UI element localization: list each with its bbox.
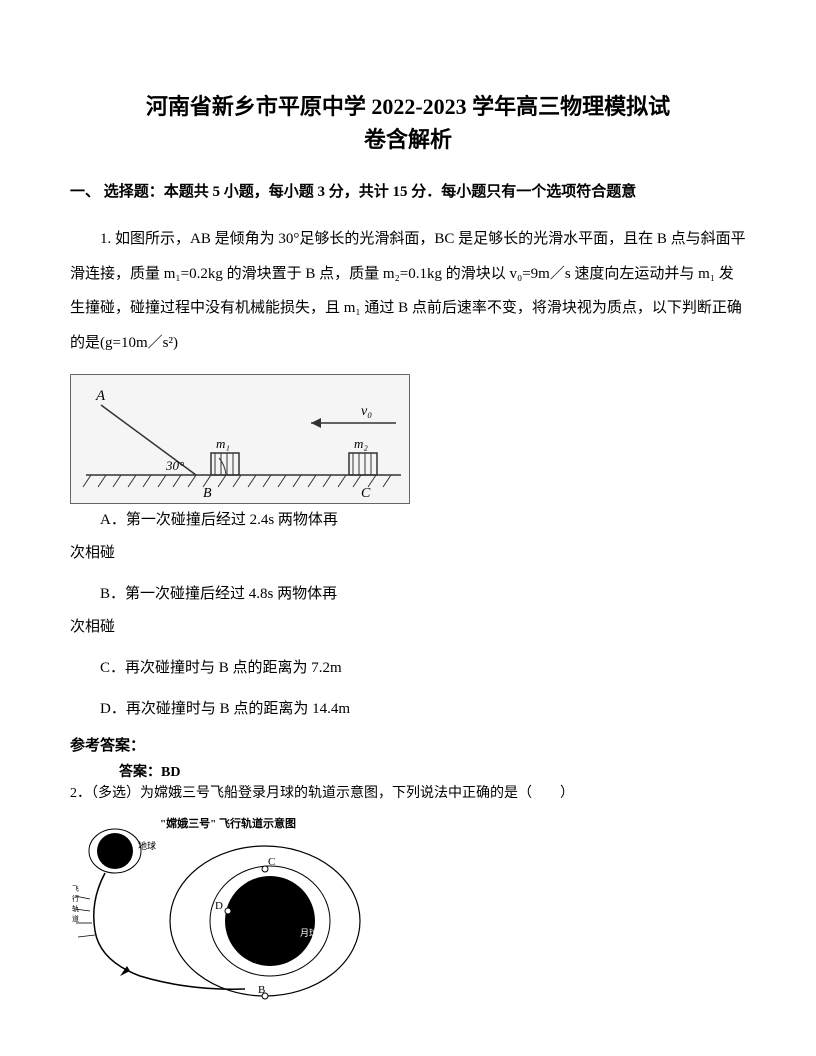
svg-text:道: 道 — [72, 914, 79, 923]
title-line1: 河南省新乡市平原中学 2022-2023 学年高三物理模拟试 — [70, 90, 746, 123]
option-a: A．第一次碰撞后经过 2.4s 两物体再次相碰 — [70, 504, 350, 570]
answer-text: 答案：BD — [70, 761, 746, 781]
option-d: D．再次碰撞时与 B 点的距离为 14.4m — [70, 693, 746, 726]
title-line2: 卷含解析 — [70, 123, 746, 156]
section-header: 一、 选择题：本题共 5 小题，每小题 3 分，共计 15 分．每小题只有一个选… — [70, 180, 746, 204]
incline-figure: 30° A B C m₁ m₂ v₀ — [70, 374, 410, 504]
earth-label: 地球 — [138, 840, 156, 851]
angle-label: 30° — [165, 458, 184, 473]
question-2-text: 2．（多选）为嫦娥三号飞船登录月球的轨道示意图，下列说法中正确的是（ ） — [70, 783, 746, 805]
option-d-block: D．再次碰撞时与 B 点的距离为 14.4m — [70, 693, 746, 726]
option-c-block: C．再次碰撞时与 B 点的距离为 7.2m — [70, 652, 746, 685]
orbit-caption: "嫦娥三号" 飞行轨道示意图 — [160, 816, 296, 830]
option-b: B．第一次碰撞后经过 4.8s 两物体再次相碰 — [70, 578, 350, 644]
option-b-block: B．第一次碰撞后经过 4.8s 两物体再次相碰 — [70, 578, 746, 644]
point-c-orbit: C — [268, 856, 275, 868]
v0-label: v₀ — [361, 404, 372, 419]
answer-label: 参考答案： — [70, 734, 746, 755]
point-d-orbit: D — [215, 900, 223, 912]
point-a-label: A — [95, 388, 106, 404]
exam-title: 河南省新乡市平原中学 2022-2023 学年高三物理模拟试 卷含解析 — [70, 90, 746, 156]
moon-label: 月球 — [300, 927, 318, 938]
point-b-orbit: B — [258, 984, 265, 996]
svg-text:行: 行 — [72, 894, 79, 903]
option-a-block: A．第一次碰撞后经过 2.4s 两物体再次相碰 — [70, 504, 746, 570]
svg-text:轨: 轨 — [72, 904, 79, 913]
point-c-label: C — [361, 486, 371, 501]
orbit-side-text: 飞 — [72, 885, 79, 893]
orbit-figure: "嫦娥三号" 飞行轨道示意图 地球 月球 C D B 飞 行 轨 道 — [70, 811, 390, 1001]
question-1-options-figure: 30° A B C m₁ m₂ v₀ A．第一次碰撞后经过 2.4s 两物体再次… — [70, 374, 746, 726]
m1-label: m₁ — [216, 436, 230, 451]
m2-label: m₂ — [354, 436, 368, 451]
question-1-text: 1. 如图所示，AB 是倾角为 30°足够长的光滑斜面，BC 是足够长的光滑水平… — [70, 222, 746, 360]
option-c: C．再次碰撞时与 B 点的距离为 7.2m — [70, 652, 746, 685]
point-b-label: B — [203, 486, 212, 501]
